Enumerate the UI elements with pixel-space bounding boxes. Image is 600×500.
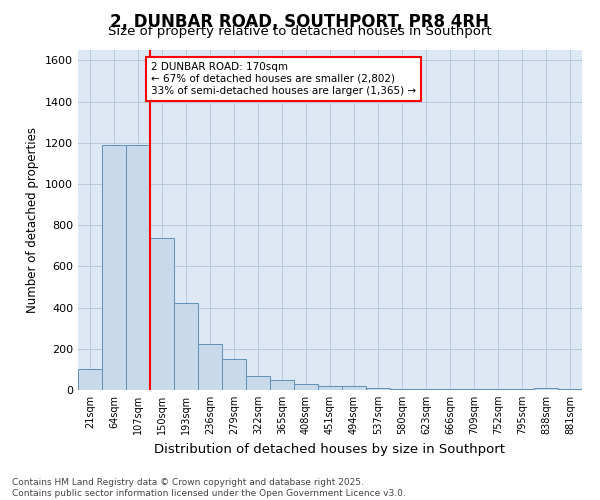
Text: Size of property relative to detached houses in Southport: Size of property relative to detached ho…: [108, 25, 492, 38]
Bar: [294, 384, 318, 390]
Text: 2, DUNBAR ROAD, SOUTHPORT, PR8 4RH: 2, DUNBAR ROAD, SOUTHPORT, PR8 4RH: [110, 12, 490, 30]
Bar: [390, 389, 414, 390]
Y-axis label: Number of detached properties: Number of detached properties: [26, 127, 40, 313]
Bar: [150, 238, 174, 390]
Bar: [270, 380, 294, 390]
Bar: [486, 389, 510, 390]
Text: 2 DUNBAR ROAD: 170sqm
← 67% of detached houses are smaller (2,802)
33% of semi-d: 2 DUNBAR ROAD: 170sqm ← 67% of detached …: [151, 62, 416, 96]
Bar: [78, 370, 102, 390]
Bar: [534, 388, 558, 390]
Bar: [126, 145, 150, 390]
Bar: [438, 389, 462, 390]
X-axis label: Distribution of detached houses by size in Southport: Distribution of detached houses by size …: [155, 442, 505, 456]
Bar: [174, 304, 198, 390]
Bar: [462, 389, 486, 390]
Bar: [342, 386, 366, 390]
Bar: [222, 359, 246, 390]
Bar: [558, 389, 582, 390]
Bar: [246, 376, 270, 390]
Bar: [102, 145, 126, 390]
Bar: [318, 386, 342, 390]
Bar: [414, 389, 438, 390]
Bar: [510, 389, 534, 390]
Bar: [366, 388, 390, 390]
Bar: [198, 344, 222, 390]
Text: Contains HM Land Registry data © Crown copyright and database right 2025.
Contai: Contains HM Land Registry data © Crown c…: [12, 478, 406, 498]
